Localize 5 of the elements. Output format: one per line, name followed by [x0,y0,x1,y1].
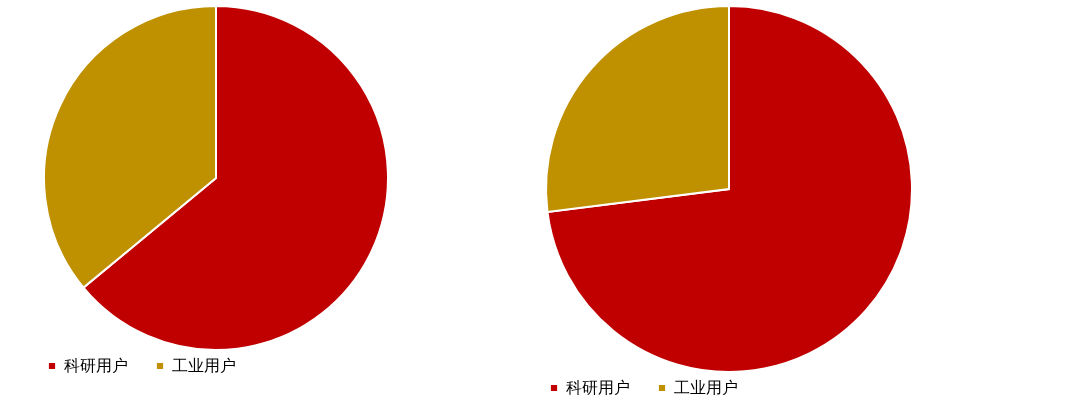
legend-label: 科研用户 [64,356,128,375]
legend-label: 工业用户 [172,356,236,375]
legend-label: 科研用户 [566,378,630,397]
pie-slice [546,5,913,373]
legend-label: 工业用户 [674,378,738,397]
